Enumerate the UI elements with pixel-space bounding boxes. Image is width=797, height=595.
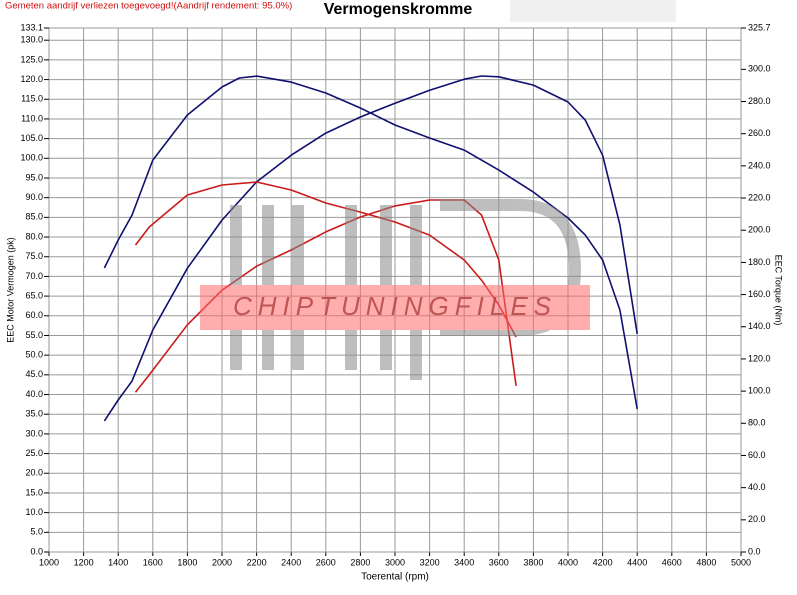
x-tick-label: 2400 (281, 557, 301, 567)
y-tick-label: 70.0 (25, 271, 43, 281)
y-tick-label: 60.0 (25, 310, 43, 320)
note: Gemeten aandrijf verliezen toegevoegd!(A… (5, 1, 292, 12)
y-tick-label: 15.0 (25, 487, 43, 497)
y2-tick-label: 40.0 (748, 482, 766, 492)
x-tick-label: 2600 (316, 557, 336, 567)
series-line (103, 75, 638, 410)
x-tick-label: 3200 (420, 557, 440, 567)
x-tick-label: 3400 (454, 557, 474, 567)
x-tick-label: 2800 (350, 557, 370, 567)
y2-tick-label: 120.0 (748, 353, 771, 363)
x-tick-label: 1000 (39, 557, 59, 567)
x-tick-label: 4000 (558, 557, 578, 567)
y2-tick-label: 160.0 (748, 289, 771, 299)
y-tick-label: 100.0 (20, 153, 43, 163)
y-tick-label: 125.0 (20, 54, 43, 64)
x-tick-label: 4600 (662, 557, 682, 567)
x-tick-label: 5000 (731, 557, 751, 567)
y2-tick-label: 280.0 (748, 96, 771, 106)
series-line (103, 75, 638, 422)
y2-tick-label: 220.0 (748, 192, 771, 202)
logo-band (200, 285, 590, 330)
y-tick-label: 0.0 (30, 546, 43, 556)
y-tick-label: 105.0 (20, 133, 43, 143)
x-tick-label: 1200 (74, 557, 94, 567)
y-tick-label: 85.0 (25, 212, 43, 222)
x-tick-label: 2200 (247, 557, 267, 567)
y2-tick-label: 325.7 (748, 22, 771, 32)
x-tick-label: 3000 (385, 557, 405, 567)
y2-tick-label: 20.0 (748, 514, 766, 524)
watermark-text: CHIPTUNINGFILES (233, 291, 557, 321)
x-tick-label: 3600 (489, 557, 509, 567)
x-tick-label: 4200 (593, 557, 613, 567)
y2-tick-label: 100.0 (748, 385, 771, 395)
y-tick-label: 20.0 (25, 468, 43, 478)
y-tick-label: 5.0 (30, 527, 43, 537)
y2-tick-label: 180.0 (748, 257, 771, 267)
x-tick-label: 1600 (143, 557, 163, 567)
y-tick-label: 25.0 (25, 448, 43, 458)
y-axis-title: EEC Motor Vermogen (pk) (5, 237, 15, 343)
y-tick-label: 80.0 (25, 231, 43, 241)
y-tick-label: 35.0 (25, 409, 43, 419)
y2-tick-label: 260.0 (748, 128, 771, 138)
y-tick-label: 40.0 (25, 389, 43, 399)
y-tick-label: 95.0 (25, 172, 43, 182)
y-tick-label: 130.0 (20, 35, 43, 45)
chart-title: Vermogenskromme (324, 1, 473, 18)
y-tick-label: 133.1 (20, 22, 43, 32)
header-box (510, 0, 676, 22)
x-tick-label: 1800 (177, 557, 197, 567)
x-axis-title: Toerental (rpm) (361, 572, 429, 583)
y-tick-label: 90.0 (25, 192, 43, 202)
y2-tick-label: 60.0 (748, 450, 766, 460)
y2-tick-label: 140.0 (748, 321, 771, 331)
y2-tick-label: 0.0 (748, 546, 761, 556)
y-tick-label: 120.0 (20, 74, 43, 84)
y2-tick-label: 80.0 (748, 418, 766, 428)
x-tick-label: 2000 (212, 557, 232, 567)
y2-axis-title: EEC Torque (Nm) (774, 255, 784, 326)
y-tick-label: 55.0 (25, 330, 43, 340)
y-tick-label: 110.0 (21, 113, 43, 123)
x-tick-label: 4400 (627, 557, 647, 567)
y-tick-label: 115.0 (21, 94, 43, 104)
y-tick-label: 65.0 (25, 290, 43, 300)
x-tick-label: 4800 (696, 557, 716, 567)
y-tick-label: 30.0 (25, 428, 43, 438)
y-tick-label: 50.0 (25, 350, 43, 360)
y-tick-label: 75.0 (25, 251, 43, 261)
series-line (134, 181, 517, 338)
y2-tick-label: 240.0 (748, 160, 771, 170)
watermark (200, 199, 590, 380)
series-line (134, 199, 517, 393)
y2-tick-label: 200.0 (748, 225, 771, 235)
y-tick-label: 45.0 (25, 369, 43, 379)
y-tick-label: 10.0 (25, 507, 43, 517)
y2-tick-label: 300.0 (748, 64, 771, 74)
x-tick-label: 1400 (108, 557, 128, 567)
x-tick-label: 3800 (523, 557, 543, 567)
